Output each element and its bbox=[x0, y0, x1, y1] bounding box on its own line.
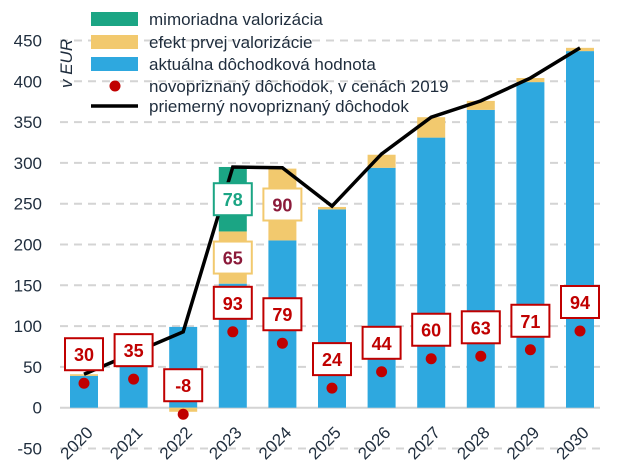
legend-label: priemerný novopriznaný dôchodok bbox=[149, 97, 409, 116]
line-priemerny-novopriznany-dochodok bbox=[83, 46, 581, 376]
y-tick-label: 50 bbox=[23, 358, 42, 377]
point-novopriznany-dochodok bbox=[376, 366, 388, 378]
legend-label: novopriznaný dôchodok, v cenách 2019 bbox=[149, 77, 449, 96]
legend-dot-icon bbox=[109, 80, 121, 92]
segment-label: 90 bbox=[272, 196, 292, 216]
point-novopriznany-dochodok bbox=[524, 344, 536, 356]
x-tick-label: 2025 bbox=[305, 423, 345, 463]
point-label-box bbox=[262, 297, 303, 332]
bar-efekt-prvej-valorizacie bbox=[367, 154, 396, 168]
segment-label-box bbox=[212, 182, 253, 217]
y-axis-label: v EUR bbox=[57, 39, 76, 88]
legend: mimoriadna valorizácia efekt prvej valori… bbox=[91, 10, 449, 116]
bar-efekt-prvej-valorizacie bbox=[70, 374, 98, 376]
legend-swatch bbox=[91, 35, 138, 49]
point-label: 24 bbox=[322, 350, 342, 370]
point-novopriznany-dochodok bbox=[475, 350, 487, 362]
point-label-box bbox=[460, 310, 501, 345]
x-tick-label: 2024 bbox=[255, 423, 295, 463]
x-tick-label: 2023 bbox=[205, 423, 245, 463]
point-novopriznany-dochodok bbox=[227, 326, 239, 338]
point-label-box bbox=[212, 285, 253, 320]
legend-swatch bbox=[91, 12, 138, 26]
point-novopriznany-dochodok bbox=[276, 337, 288, 349]
segment-label-box bbox=[262, 187, 303, 222]
point-label: 93 bbox=[223, 294, 243, 314]
y-tick-label: 450 bbox=[14, 32, 42, 51]
point-novopriznany-dochodok bbox=[574, 325, 586, 337]
bar-aktualna-dochodkova-hodnota bbox=[318, 209, 346, 408]
y-tick-label: -50 bbox=[17, 440, 42, 459]
y-tick-label: 0 bbox=[33, 399, 42, 418]
bar-aktualna-dochodkova-hodnota bbox=[119, 366, 148, 408]
point-novopriznany-dochodok bbox=[425, 353, 437, 365]
y-tick-label: 200 bbox=[14, 236, 42, 255]
legend-label: aktuálna dôchodková hodnota bbox=[149, 55, 376, 74]
y-tick-label: 300 bbox=[14, 154, 42, 173]
point-label: 94 bbox=[570, 293, 590, 313]
y-tick-label: 250 bbox=[14, 195, 42, 214]
legend-swatch bbox=[91, 57, 138, 71]
segment-label-box bbox=[212, 240, 253, 275]
segment-label: 78 bbox=[223, 190, 243, 210]
point-novopriznany-dochodok bbox=[128, 373, 140, 385]
legend-label: mimoriadna valorizácia bbox=[149, 10, 323, 29]
x-tick-label: 2026 bbox=[354, 423, 394, 463]
bar-aktualna-dochodkova-hodnota bbox=[566, 51, 594, 408]
point-label: 44 bbox=[372, 334, 392, 354]
point-novopriznany-dochodok bbox=[326, 382, 338, 394]
point-label-box bbox=[361, 325, 402, 360]
point-label: -8 bbox=[175, 376, 191, 396]
point-label: 79 bbox=[272, 305, 292, 325]
bar-aktualna-dochodkova-hodnota bbox=[417, 137, 446, 408]
point-label-box bbox=[163, 368, 204, 403]
point-label: 60 bbox=[421, 321, 441, 341]
bar-aktualna-dochodkova-hodnota bbox=[466, 109, 495, 408]
y-tick-label: 150 bbox=[14, 276, 42, 295]
point-novopriznany-dochodok bbox=[78, 377, 90, 389]
x-tick-label: 2030 bbox=[553, 423, 593, 463]
y-tick-label: 400 bbox=[14, 72, 42, 91]
y-tick-label: 350 bbox=[14, 113, 42, 132]
point-label: 63 bbox=[471, 318, 491, 338]
segment-label: 65 bbox=[223, 249, 243, 269]
point-novopriznany-dochodok bbox=[177, 408, 189, 420]
y-tick-label: 100 bbox=[14, 317, 42, 336]
point-label-box bbox=[411, 312, 452, 347]
x-tick-label: 2021 bbox=[106, 423, 146, 463]
point-label-box bbox=[560, 284, 600, 319]
point-label: 71 bbox=[520, 312, 540, 332]
point-label-box bbox=[113, 333, 154, 368]
bar-aktualna-dochodkova-hodnota bbox=[516, 82, 545, 408]
point-label-box bbox=[510, 303, 551, 338]
point-label-box bbox=[312, 342, 352, 377]
x-tick-label: 2028 bbox=[453, 423, 493, 463]
bar-efekt-prvej-valorizacie bbox=[466, 100, 495, 110]
legend-label: efekt prvej valorizácie bbox=[149, 33, 312, 52]
bar-efekt-prvej-valorizacie bbox=[516, 78, 545, 83]
x-tick-label: 2022 bbox=[156, 423, 196, 463]
point-label: 35 bbox=[124, 341, 144, 361]
point-label-box bbox=[64, 337, 104, 372]
point-label: 30 bbox=[74, 345, 94, 365]
x-tick-label: 2027 bbox=[404, 423, 444, 463]
x-tick-label: 2020 bbox=[57, 423, 97, 463]
bar-efekt-prvej-valorizacie bbox=[417, 117, 446, 138]
x-tick-label: 2029 bbox=[503, 423, 543, 463]
